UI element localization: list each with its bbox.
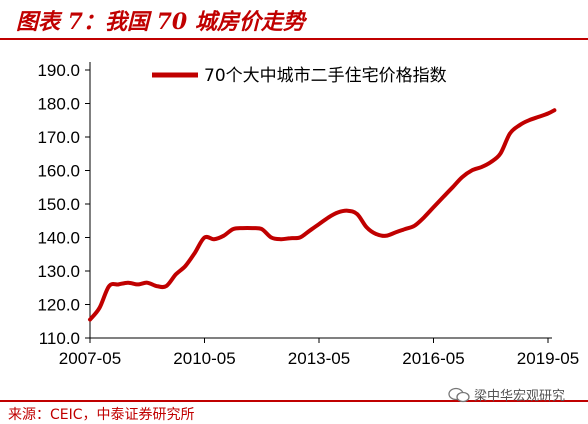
footer-rule [0, 400, 588, 402]
wechat-icon [448, 387, 470, 402]
source-note: 来源：CEIC，中泰证券研究所 [8, 407, 195, 423]
x-tick-label: 2013-05 [288, 349, 350, 368]
x-tick-label: 2019-05 [517, 349, 579, 368]
y-tick-label: 190.0 [37, 61, 80, 80]
watermark-text: 梁中华宏观研究 [474, 389, 566, 404]
watermark: 梁中华宏观研究 [448, 385, 565, 404]
y-tick-label: 150.0 [37, 195, 80, 214]
y-tick-label: 140.0 [37, 229, 80, 248]
legend: 70个大中城市二手住宅价格指数 [152, 66, 447, 86]
axes [85, 62, 552, 343]
series-group [88, 108, 557, 322]
line-chart: 110.0 120.0 130.0 140.0 150.0 160.0 170.0 180.0… [37, 61, 579, 368]
y-tick-label: 130.0 [37, 262, 80, 281]
chart-title: 图表 7：我国 70 城房价走势 [16, 9, 305, 35]
legend-label: 70个大中城市二手住宅价格指数 [204, 66, 447, 86]
y-tick-label: 120.0 [37, 296, 80, 315]
y-tick-label: 180.0 [37, 95, 80, 114]
y-tick-label: 110.0 [39, 329, 80, 348]
x-tick-labels: 2007-05 2010-05 2013-05 2016-05 2019-05 [59, 349, 579, 368]
x-tick-label: 2010-05 [173, 349, 235, 368]
y-tick-label: 160.0 [37, 162, 80, 181]
y-tick-labels: 110.0 120.0 130.0 140.0 150.0 160.0 170.0 180.0… [37, 61, 80, 348]
title-rule [0, 38, 588, 40]
x-tick-label: 2016-05 [402, 349, 464, 368]
x-tick-label: 2007-05 [59, 349, 121, 368]
series-line [88, 108, 557, 322]
y-tick-label: 170.0 [37, 128, 80, 147]
